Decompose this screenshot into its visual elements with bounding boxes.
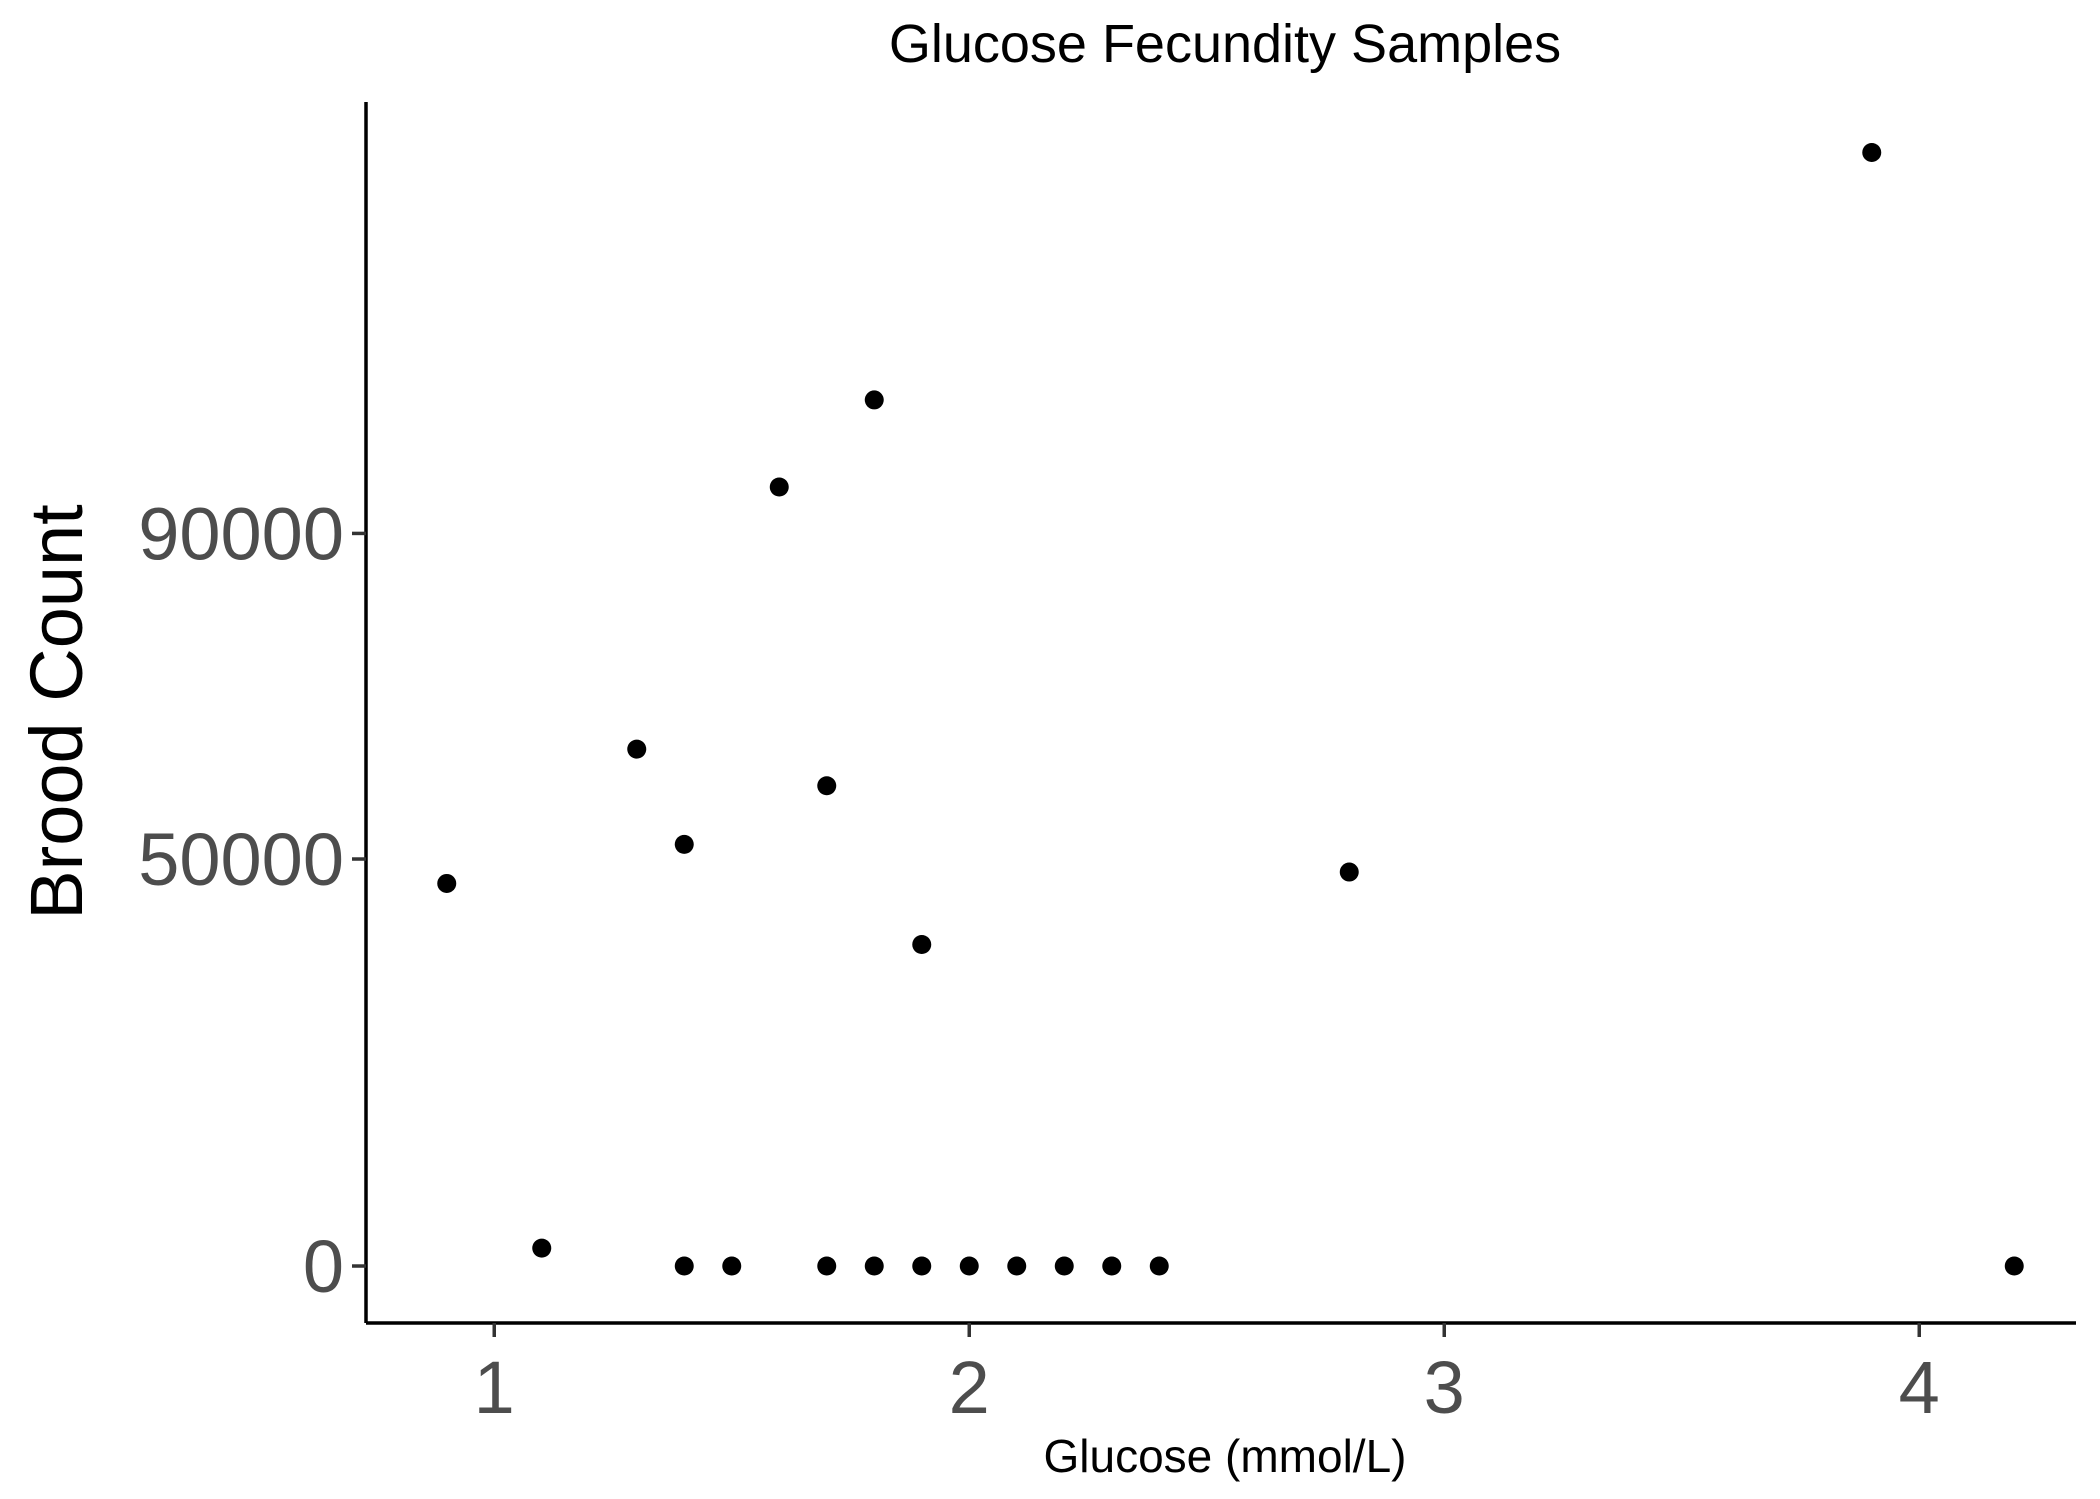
data-point	[2004, 1256, 2024, 1276]
data-point	[674, 834, 694, 854]
x-axis-ticks: 1 2 3 4	[474, 1323, 1940, 1429]
data-point	[817, 1256, 837, 1276]
data-point	[1862, 142, 1882, 162]
axes	[364, 102, 2076, 1325]
x-tick-label: 2	[949, 1346, 990, 1429]
data-point	[959, 1256, 979, 1276]
y-tick-label: 90000	[138, 492, 344, 575]
data-point	[769, 477, 789, 497]
data-point	[1339, 862, 1359, 882]
data-point	[1007, 1256, 1027, 1276]
data-point	[864, 1256, 884, 1276]
y-axis-ticks: 0 50000 90000	[138, 492, 366, 1308]
data-point	[1054, 1256, 1074, 1276]
data-point	[1102, 1256, 1122, 1276]
x-tick-label: 3	[1424, 1346, 1465, 1429]
data-point	[864, 390, 884, 410]
data-point	[722, 1256, 742, 1276]
data-point	[674, 1256, 694, 1276]
data-point	[912, 934, 932, 954]
y-tick-label: 50000	[138, 818, 344, 901]
data-point	[627, 739, 647, 759]
y-axis-title: Brood Count	[15, 504, 98, 920]
data-point	[437, 873, 457, 893]
data-points	[437, 142, 2024, 1276]
data-point	[912, 1256, 932, 1276]
y-tick-label: 0	[303, 1225, 344, 1308]
data-point	[1149, 1256, 1169, 1276]
chart-title: Glucose Fecundity Samples	[889, 14, 1561, 74]
x-tick-label: 4	[1899, 1346, 1940, 1429]
data-point	[817, 776, 837, 796]
x-axis-title: Glucose (mmol/L)	[1044, 1430, 1407, 1482]
x-tick-label: 1	[474, 1346, 515, 1429]
data-point	[532, 1238, 552, 1258]
